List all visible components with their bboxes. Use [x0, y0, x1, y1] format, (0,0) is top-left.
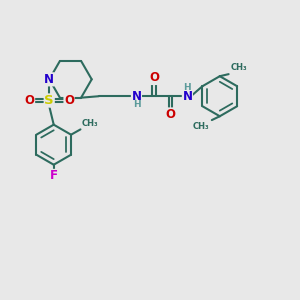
Text: H: H	[133, 100, 140, 109]
Text: CH₃: CH₃	[82, 119, 98, 128]
Text: F: F	[50, 169, 58, 182]
Text: CH₃: CH₃	[193, 122, 209, 131]
Text: N: N	[131, 90, 142, 103]
Text: O: O	[25, 94, 34, 107]
Text: O: O	[149, 71, 159, 85]
Text: N: N	[44, 73, 54, 86]
Text: H: H	[184, 83, 191, 92]
Text: S: S	[44, 94, 54, 107]
Text: CH₃: CH₃	[231, 63, 247, 72]
Text: O: O	[165, 108, 175, 121]
Text: N: N	[182, 90, 192, 103]
Text: O: O	[64, 94, 74, 107]
